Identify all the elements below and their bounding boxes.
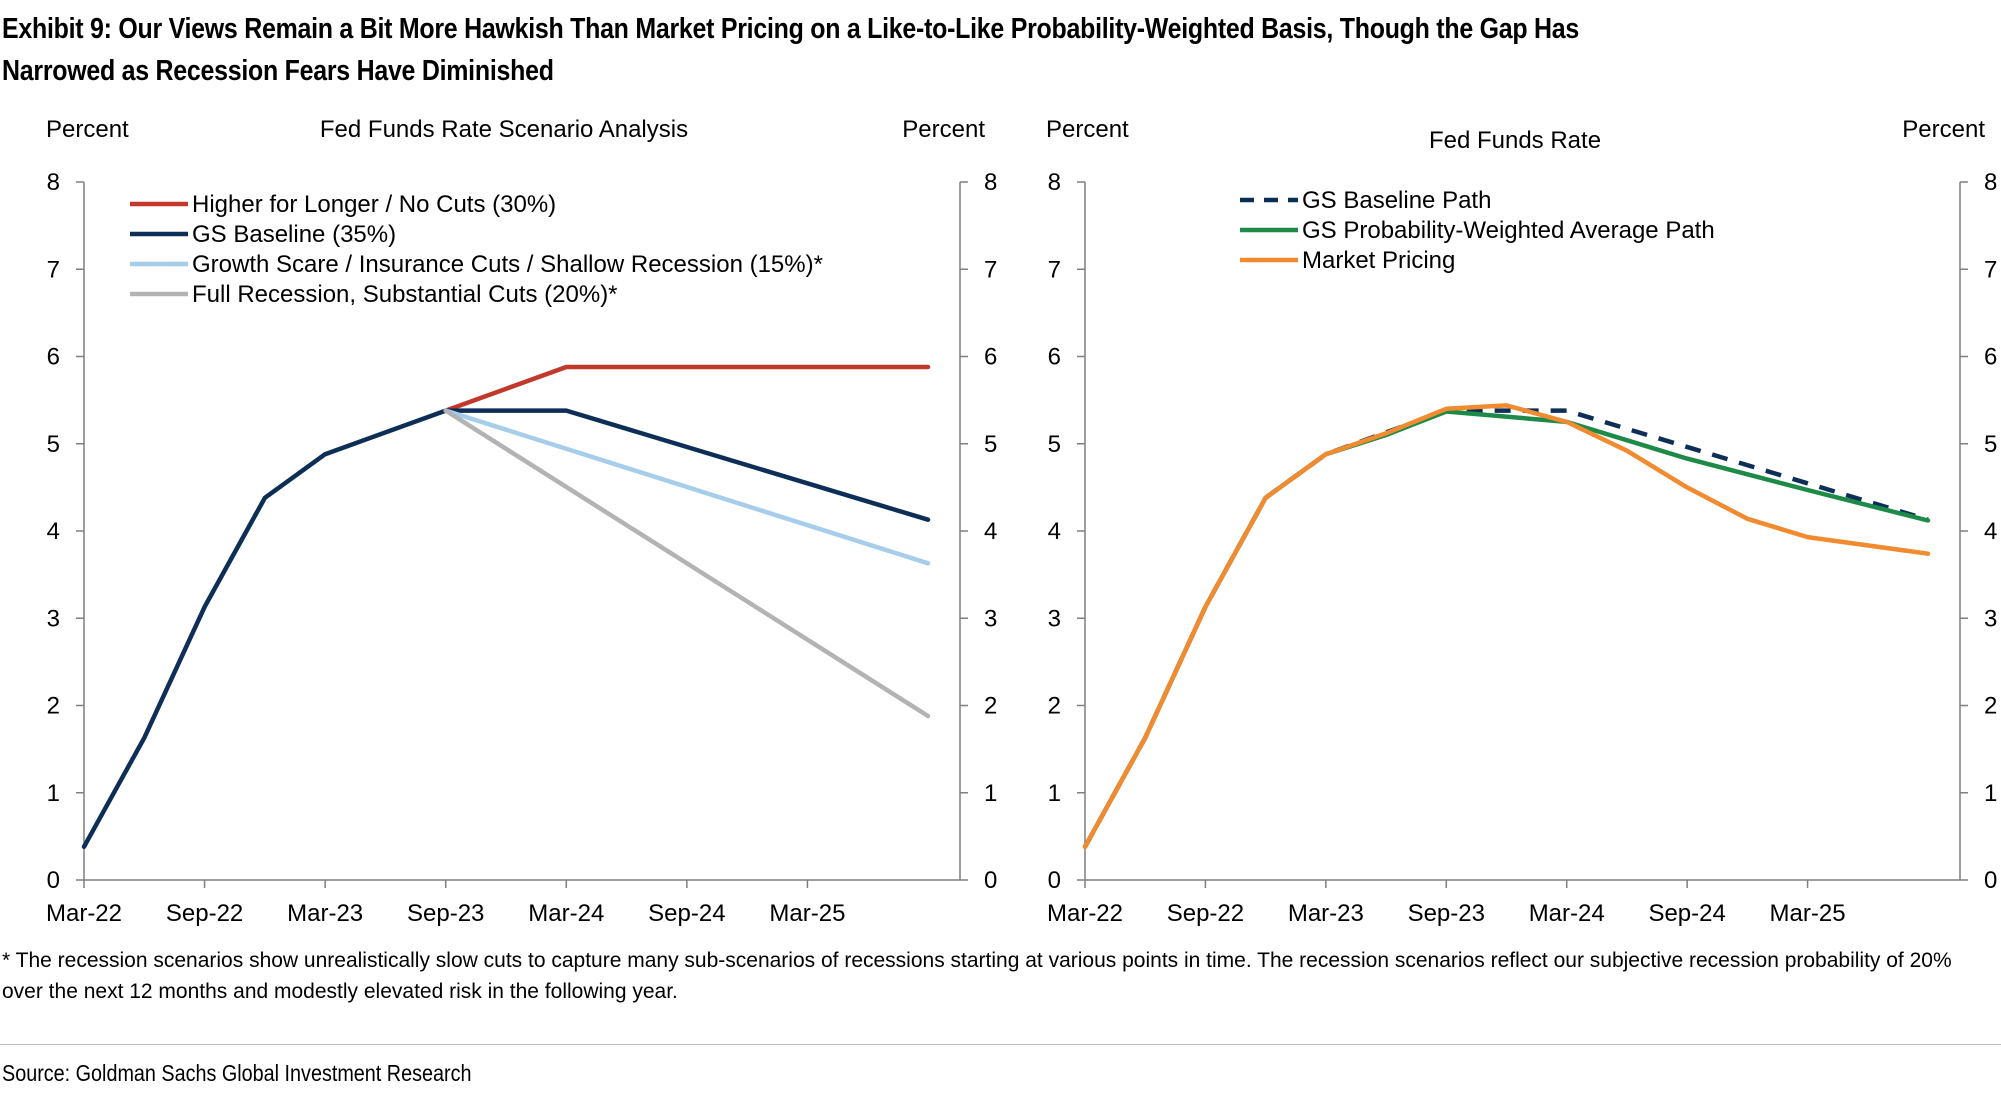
x-tick-label: Sep-24: [648, 900, 725, 927]
chart-1-title: Fed Funds Rate Scenario Analysis: [320, 116, 688, 143]
y-tick-label-right: 0: [984, 867, 997, 894]
y-tick-label-left: 8: [1048, 169, 1061, 196]
legend-label: Market Pricing: [1302, 247, 1455, 274]
y-tick-label-left: 6: [1048, 344, 1061, 371]
legend-label: GS Baseline Path: [1302, 187, 1491, 214]
y-tick-label-right: 1: [984, 780, 997, 807]
y-tick-label-left: 1: [47, 780, 60, 807]
y-tick-label-left: 2: [1048, 693, 1061, 720]
divider: [0, 1044, 2001, 1045]
y-tick-label-left: 8: [47, 169, 60, 196]
legend-label: GS Baseline (35%): [192, 221, 396, 248]
chart-1-series-2-line: [81, 408, 931, 850]
y-tick-label-right: 8: [1984, 169, 1997, 196]
chart-2-left-axis-label: Percent: [1046, 116, 1129, 143]
y-tick-label-right: 0: [1984, 867, 1997, 894]
chart-1-series-1-line: [443, 364, 931, 413]
chart-1-left-axis-label: Percent: [46, 116, 129, 143]
x-tick-label: Mar-24: [528, 900, 604, 927]
y-tick-label-left: 7: [1048, 256, 1061, 283]
legend-label: Full Recession, Substantial Cuts (20%)*: [192, 281, 618, 308]
y-tick-label-left: 3: [1048, 605, 1061, 632]
x-tick-label: Mar-25: [1770, 900, 1846, 927]
y-tick-label-left: 2: [47, 693, 60, 720]
y-tick-label-left: 4: [47, 518, 60, 545]
y-tick-label-right: 3: [1984, 605, 1997, 632]
x-tick-label: Sep-22: [1167, 900, 1244, 927]
x-tick-label: Mar-23: [1288, 900, 1364, 927]
legend-label: Growth Scare / Insurance Cuts / Shallow …: [192, 251, 823, 278]
y-tick-label-left: 6: [47, 344, 60, 371]
y-tick-label-right: 5: [984, 431, 997, 458]
legend-label: GS Probability-Weighted Average Path: [1302, 217, 1715, 244]
y-tick-label-right: 5: [1984, 431, 1997, 458]
title-line-2: Narrowed as Recession Fears Have Diminis…: [2, 55, 554, 87]
y-tick-label-right: 6: [984, 344, 997, 371]
y-tick-label-right: 2: [1984, 693, 1997, 720]
x-tick-label: Sep-23: [407, 900, 484, 927]
chart-2-title: Fed Funds Rate: [1429, 127, 1601, 154]
chart-1-right-axis-label: Percent: [902, 116, 985, 143]
chart-1-series-4-line: [443, 408, 931, 719]
y-tick-label-right: 4: [1984, 518, 1997, 545]
chart-2-series-3-line: [1082, 403, 1931, 850]
y-tick-label-right: 2: [984, 693, 997, 720]
y-tick-label-left: 7: [47, 256, 60, 283]
exhibit-title: Exhibit 9: Our Views Remain a Bit More H…: [2, 8, 1713, 92]
x-tick-label: Sep-23: [1408, 900, 1485, 927]
y-tick-label-left: 5: [47, 431, 60, 458]
x-tick-label: Sep-22: [166, 900, 243, 927]
y-tick-label-right: 7: [1984, 256, 1997, 283]
y-tick-label-left: 0: [47, 867, 60, 894]
chart-2-series-2-line: [1082, 409, 1931, 850]
y-tick-label-right: 1: [1984, 780, 1997, 807]
x-tick-label: Mar-23: [287, 900, 363, 927]
y-tick-label-right: 8: [984, 169, 997, 196]
footnote: * The recession scenarios show unrealist…: [2, 949, 1952, 1003]
y-tick-label-left: 1: [1048, 780, 1061, 807]
x-tick-label: Mar-22: [1047, 900, 1123, 927]
y-tick-label-left: 5: [1048, 431, 1061, 458]
y-tick-label-right: 6: [1984, 344, 1997, 371]
chart-2-right-axis-label: Percent: [1902, 116, 1985, 143]
y-tick-label-right: 4: [984, 518, 997, 545]
charts-canvas: Fed Funds Rate Scenario Analysis Percent P…: [46, 116, 1997, 927]
x-tick-label: Mar-25: [769, 900, 845, 927]
y-tick-label-right: 3: [984, 605, 997, 632]
title-line-1: Exhibit 9: Our Views Remain a Bit More H…: [2, 13, 1579, 45]
y-tick-label-right: 7: [984, 256, 997, 283]
y-tick-label-left: 3: [47, 605, 60, 632]
legend-label: Higher for Longer / No Cuts (30%): [192, 191, 556, 218]
x-tick-label: Mar-24: [1529, 900, 1605, 927]
y-tick-label-left: 0: [1048, 867, 1061, 894]
chart-2-series-1-line: [1083, 408, 1929, 848]
x-tick-label: Mar-22: [46, 900, 122, 927]
x-tick-label: Sep-24: [1648, 900, 1725, 927]
chart-1-series-3-line: [443, 408, 931, 566]
y-tick-label-left: 4: [1048, 518, 1061, 545]
source-note: Source: Goldman Sachs Global Investment …: [2, 1060, 472, 1086]
